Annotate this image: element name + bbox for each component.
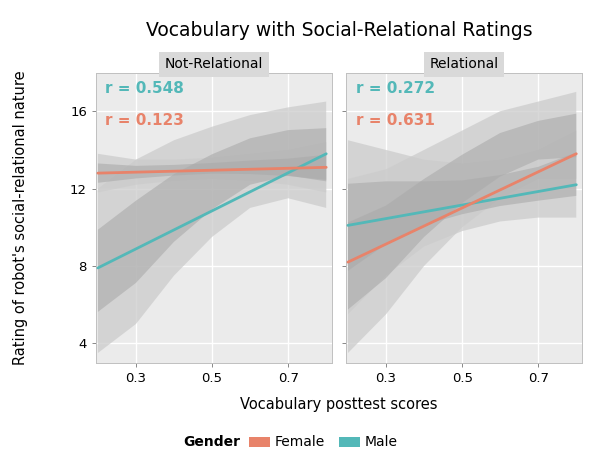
Text: Gender: Gender [183, 435, 240, 449]
Polygon shape [348, 131, 576, 314]
Polygon shape [98, 142, 326, 192]
Polygon shape [348, 114, 576, 309]
Polygon shape [98, 155, 326, 183]
Polygon shape [98, 102, 326, 353]
Text: Female: Female [275, 435, 325, 449]
Text: Rating of robot's social-relational nature: Rating of robot's social-relational natu… [13, 70, 29, 365]
Polygon shape [98, 128, 326, 312]
Title: Relational: Relational [430, 58, 499, 72]
Text: r = 0.272: r = 0.272 [356, 81, 434, 96]
Polygon shape [348, 153, 576, 271]
Polygon shape [348, 92, 576, 353]
Text: Male: Male [365, 435, 398, 449]
Text: r = 0.548: r = 0.548 [106, 81, 184, 96]
Title: Not-Relational: Not-Relational [165, 58, 263, 72]
Text: r = 0.631: r = 0.631 [356, 113, 434, 128]
Text: Vocabulary with Social-Relational Ratings: Vocabulary with Social-Relational Rating… [146, 21, 532, 40]
Text: Vocabulary posttest scores: Vocabulary posttest scores [240, 397, 438, 412]
Text: r = 0.123: r = 0.123 [106, 113, 184, 128]
